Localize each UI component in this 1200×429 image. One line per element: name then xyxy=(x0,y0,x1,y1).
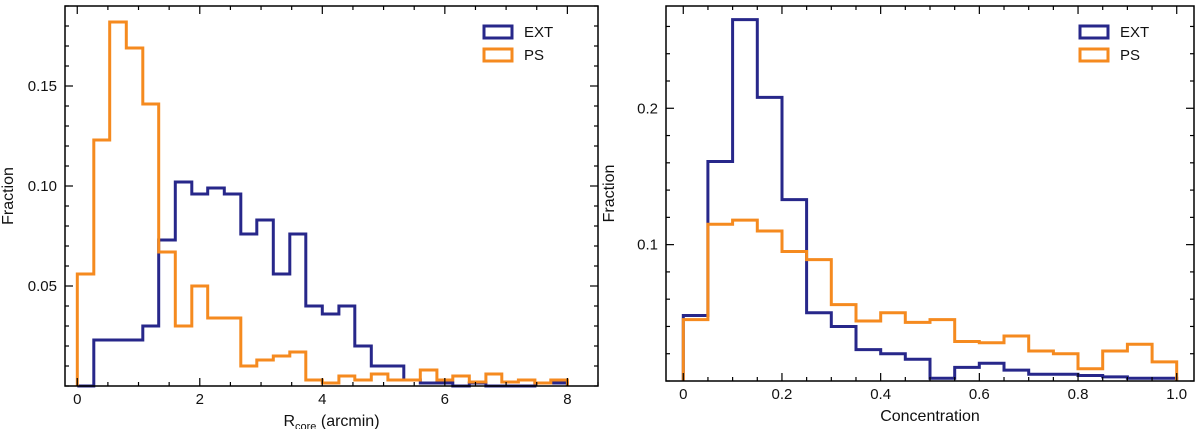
legend-swatch-ext xyxy=(1078,24,1110,40)
y-tick-label: 0.05 xyxy=(28,278,57,295)
legend-swatch-ps xyxy=(482,47,514,63)
x-tick-label: 0 xyxy=(679,386,687,403)
panel-2: 0 0.2 0.4 0.6 0.8 1.0 0.1 0.2 Concentration Fract… xyxy=(601,5,1195,425)
x-tick-label: 4 xyxy=(318,391,326,408)
x-tick-label: 2 xyxy=(196,391,204,408)
y-tick-label: 0.1 xyxy=(637,237,658,254)
x-axis-label: Rcore (arcmin) xyxy=(283,413,379,429)
series-ps-histogram xyxy=(681,218,1179,381)
legend-label-ext: EXT xyxy=(1120,24,1149,41)
x-tick-label: 6 xyxy=(441,391,449,408)
legend-label-ext: EXT xyxy=(524,24,553,41)
y-tick-label: 0.15 xyxy=(28,78,57,95)
x-tick-label: 0 xyxy=(73,391,81,408)
legend-swatch-ext xyxy=(482,24,514,40)
x-tick-label: 0.6 xyxy=(969,386,990,403)
x-tick-label: 0.2 xyxy=(772,386,793,403)
panel-1: 0 2 4 6 8 0.05 0.10 0.15 Rcore (arcmin) Fraction E… xyxy=(0,5,599,429)
legend-label-ps: PS xyxy=(524,47,544,64)
series-ext-histogram xyxy=(77,180,569,388)
x-tick-label: 0.4 xyxy=(870,386,891,403)
series-ext-histogram xyxy=(681,18,1179,381)
y-tick-label: 0.2 xyxy=(637,100,658,117)
series-ps-histogram xyxy=(75,20,569,386)
y-tick-label: 0.10 xyxy=(28,178,57,195)
plot-frame xyxy=(665,5,1195,382)
x-tick-label: 8 xyxy=(563,391,571,408)
legend-label-ps: PS xyxy=(1120,47,1140,64)
x-tick-label: 0.8 xyxy=(1068,386,1089,403)
y-axis-label: Fraction xyxy=(601,165,618,223)
x-tick-label: 1.0 xyxy=(1166,386,1187,403)
x-axis-label: Concentration xyxy=(880,408,980,425)
y-axis-label: Fraction xyxy=(0,167,17,225)
plot-frame xyxy=(64,5,599,387)
legend-swatch-ps xyxy=(1078,47,1110,63)
